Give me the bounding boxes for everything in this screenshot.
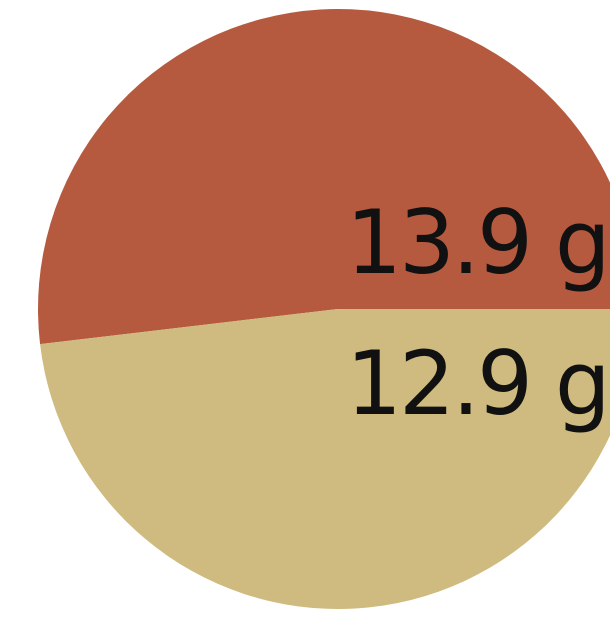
pie-slices bbox=[38, 9, 610, 609]
pie-slice-label-1: 13.9 g bbox=[346, 191, 608, 294]
pie-slice-1 bbox=[38, 9, 610, 345]
pie-labels: 13.9 g 12.9 g bbox=[346, 191, 610, 435]
pie-slice-label-2: 12.9 g bbox=[346, 332, 608, 435]
pie-slice-2 bbox=[40, 309, 610, 609]
